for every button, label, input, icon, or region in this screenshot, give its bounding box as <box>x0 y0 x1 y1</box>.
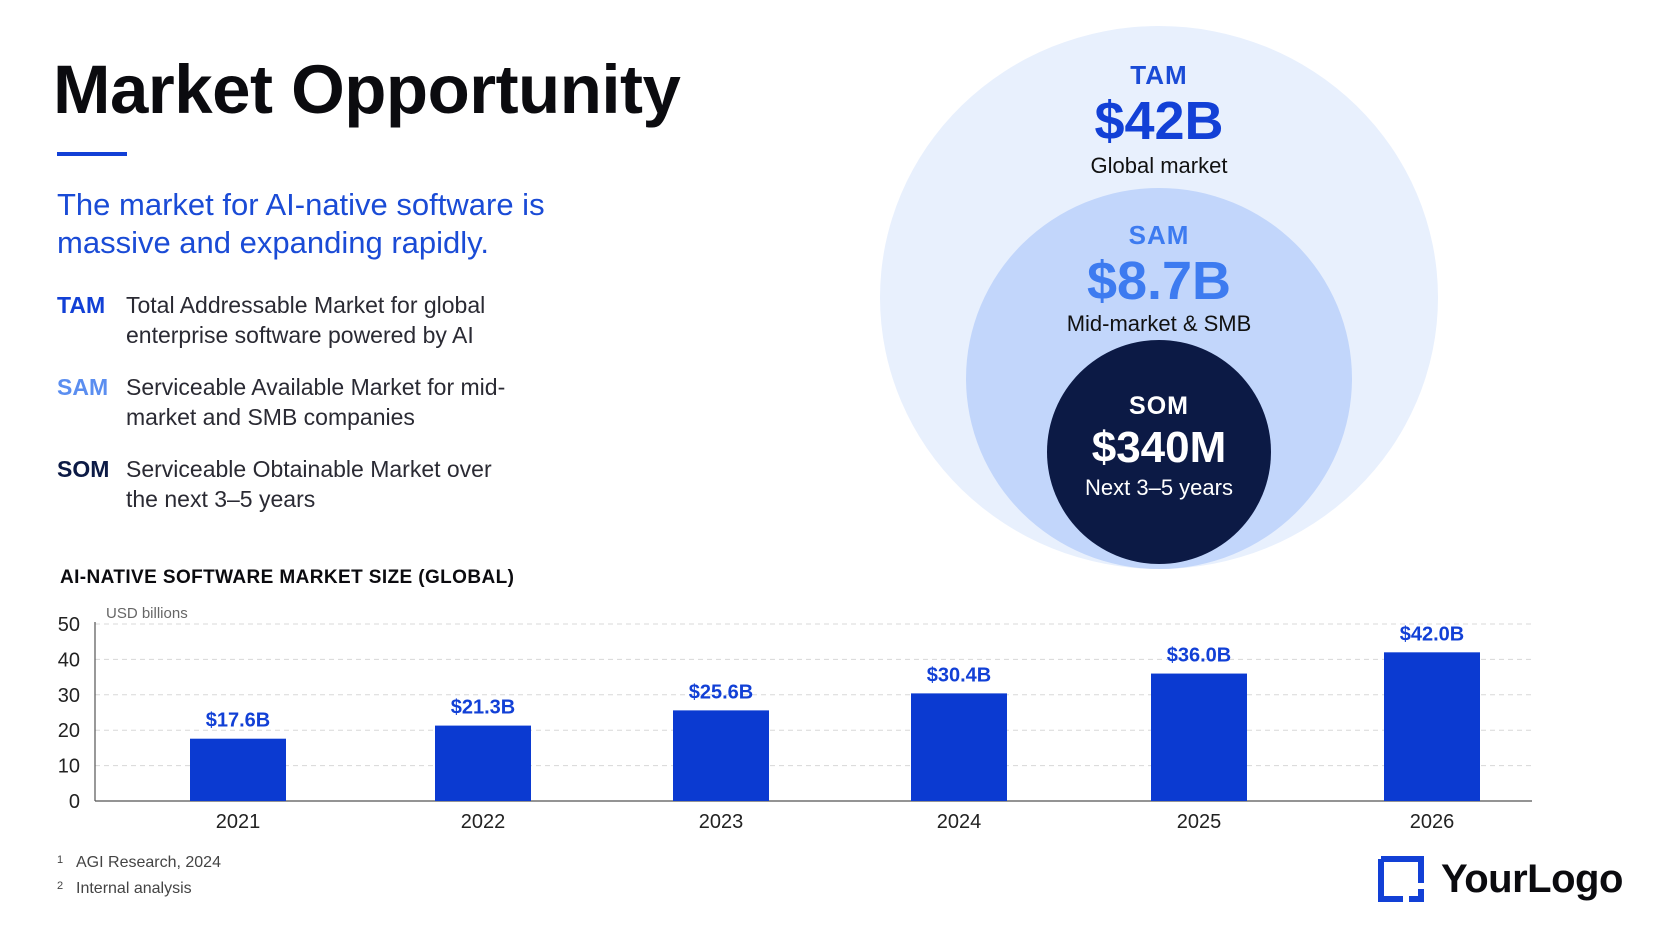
bar-data-label: $21.3B <box>451 697 516 719</box>
footnotes: 1 AGI Research, 2024 2 Internal analysis <box>57 854 221 906</box>
som-label: SOM $340M Next 3–5 years <box>959 392 1359 501</box>
sam-description: Mid-market & SMB <box>1066 311 1252 336</box>
bar <box>1151 673 1247 801</box>
logo-text: YourLogo <box>1441 856 1623 901</box>
definitions-list: TAM Total Addressable Market for global … <box>57 290 577 536</box>
x-tick-label: 2023 <box>699 811 744 833</box>
bar-data-label: $42.0B <box>1400 623 1465 645</box>
definition-tam: TAM Total Addressable Market for global … <box>57 290 577 350</box>
subtitle: The market for AI-native software is mas… <box>57 187 545 260</box>
y-axis-label: USD billions <box>106 605 188 622</box>
definition-key: SAM <box>57 374 109 400</box>
bar <box>190 738 286 801</box>
y-tick-label: 20 <box>58 720 80 742</box>
som-value: $340M <box>1091 423 1227 472</box>
y-tick-label: 40 <box>58 649 80 671</box>
tam-key: TAM <box>1130 60 1188 90</box>
bar <box>435 725 531 801</box>
bar-data-label: $30.4B <box>927 664 992 686</box>
chart-title: AI-NATIVE SOFTWARE MARKET SIZE (GLOBAL) <box>60 567 515 588</box>
footnote: 1 AGI Research, 2024 <box>57 854 221 872</box>
company-logo: YourLogo <box>1378 856 1623 902</box>
sam-key: SAM <box>1128 220 1190 250</box>
footnote-number: 2 <box>57 880 64 892</box>
definition-key: SOM <box>57 456 110 482</box>
x-tick-label: 2026 <box>1410 811 1455 833</box>
y-tick-label: 30 <box>58 685 80 707</box>
definition-sam: SAM Serviceable Available Market for mid… <box>57 372 577 432</box>
definition-key: TAM <box>57 292 106 318</box>
definition-text: Total Addressable Market for global ente… <box>126 292 486 348</box>
bar <box>1384 652 1480 801</box>
bar <box>911 693 1007 801</box>
y-tick-label: 10 <box>58 756 80 778</box>
definition-text: Serviceable Available Market for mid-mar… <box>126 374 506 430</box>
x-tick-label: 2022 <box>461 811 506 833</box>
footnote-text: Internal analysis <box>76 880 192 897</box>
tam-description: Global market <box>1090 153 1228 178</box>
definition-som: SOM Serviceable Obtainable Market over t… <box>57 454 577 514</box>
x-tick-label: 2025 <box>1177 811 1222 833</box>
footnote: 2 Internal analysis <box>57 880 221 898</box>
som-description: Next 3–5 years <box>1085 475 1233 500</box>
logo-bracket-icon <box>1378 856 1424 902</box>
footnote-number: 1 <box>57 854 64 866</box>
sam-value: $8.7B <box>1086 251 1232 311</box>
y-tick-label: 50 <box>58 614 80 636</box>
tam-label: TAM $42B Global market <box>959 60 1359 179</box>
page-title: Market Opportunity <box>53 51 681 128</box>
footnote-text: AGI Research, 2024 <box>76 854 221 871</box>
som-circle <box>1047 340 1271 564</box>
som-key: SOM <box>1129 392 1189 420</box>
x-tick-label: 2021 <box>216 811 261 833</box>
x-tick-label: 2024 <box>937 811 982 833</box>
title-underline <box>57 152 127 156</box>
bar <box>673 710 769 801</box>
bar-data-label: $25.6B <box>689 681 754 703</box>
tam-value: $42B <box>1094 91 1224 151</box>
sam-label: SAM $8.7B Mid-market & SMB <box>959 220 1359 337</box>
bar-data-label: $17.6B <box>206 710 271 732</box>
definition-text: Serviceable Obtainable Market over the n… <box>126 456 492 512</box>
bar-data-label: $36.0B <box>1167 645 1232 667</box>
y-tick-label: 0 <box>69 791 80 813</box>
